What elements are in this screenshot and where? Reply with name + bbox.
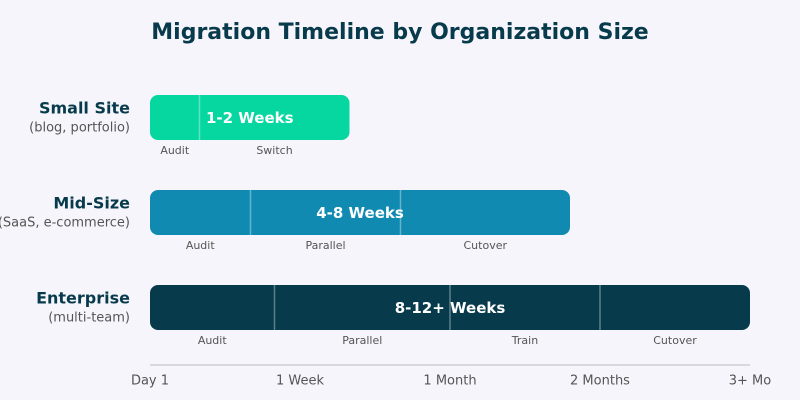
bar-segment	[274, 285, 450, 330]
bar-segment	[400, 190, 570, 235]
phase-label: Switch	[256, 144, 292, 157]
row-sublabel: (SaaS, e-commerce)	[0, 216, 130, 231]
x-tick-label: 1 Month	[423, 374, 476, 389]
row-label: Enterprise	[36, 289, 130, 308]
bar-group	[150, 95, 350, 140]
bar-segment	[150, 190, 251, 235]
phase-label: Audit	[160, 144, 190, 157]
x-tick-label: 1 Week	[276, 374, 324, 389]
bar-segment	[150, 95, 200, 140]
phase-label: Cutover	[653, 334, 697, 347]
bar-segment	[150, 285, 275, 330]
bar-label: 8-12+ Weeks	[395, 299, 506, 317]
x-tick-label: 3+ Mo	[729, 374, 772, 389]
bar-label: 1-2 Weeks	[206, 109, 294, 127]
x-tick-label: 2 Months	[570, 374, 630, 389]
bar-segment	[250, 190, 401, 235]
phase-label: Cutover	[464, 239, 508, 252]
row-label: Mid-Size	[53, 194, 130, 213]
bar-label: 4-8 Weeks	[316, 204, 404, 222]
bar-segment	[600, 285, 750, 330]
x-tick-label: Day 1	[131, 374, 169, 389]
row-sublabel: (multi-team)	[48, 311, 130, 326]
phase-label: Parallel	[342, 334, 382, 347]
phase-label: Audit	[186, 239, 216, 252]
bar-group	[150, 285, 750, 330]
chart-title: Migration Timeline by Organization Size	[151, 20, 648, 45]
phase-label: Train	[511, 334, 538, 347]
phase-label: Parallel	[305, 239, 345, 252]
row-sublabel: (blog, portfolio)	[29, 121, 130, 136]
row-label: Small Site	[39, 99, 130, 118]
bar-group	[150, 190, 570, 235]
bar-segment	[450, 285, 600, 330]
bar-segment	[199, 95, 350, 140]
phase-label: Audit	[198, 334, 228, 347]
